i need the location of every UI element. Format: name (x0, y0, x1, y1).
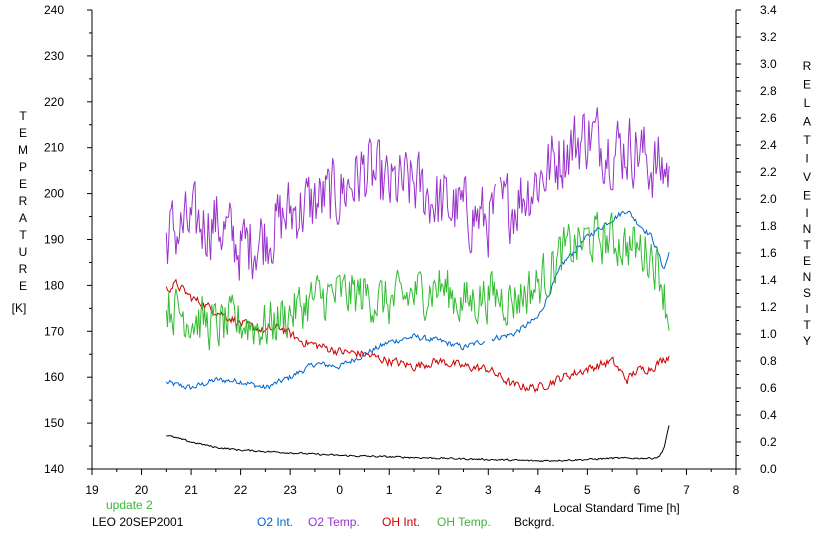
x-tick-label: 1 (386, 483, 393, 497)
left-axis-label-letter: T (19, 228, 27, 242)
series-layer (165, 107, 670, 463)
right-axis-label-letter: E (803, 78, 811, 92)
right-tick-label: 0.6 (760, 381, 777, 395)
x-tick-label: 5 (584, 483, 591, 497)
x-tick-label: 8 (733, 483, 740, 497)
right-axis-label-letter: I (805, 206, 808, 220)
legend-entry-oh-temp: OH Temp. (437, 515, 491, 529)
x-axis-label: Local Standard Time [h] (553, 501, 680, 515)
left-tick-label: 170 (44, 324, 64, 338)
right-tick-label: 1.8 (760, 219, 777, 233)
right-tick-label: 1.6 (760, 246, 777, 260)
left-tick-label: 190 (44, 233, 64, 247)
series-line-o2-temp (165, 107, 670, 281)
x-tick-label: 7 (683, 483, 690, 497)
x-tick-label: 6 (634, 483, 641, 497)
x-tick-label: 23 (283, 483, 297, 497)
left-tick-label: 200 (44, 187, 64, 201)
left-axis-label-letter: E (19, 126, 27, 140)
left-tick-label: 160 (44, 370, 64, 384)
right-axis-label-letter: S (803, 286, 811, 300)
left-tick-label: 240 (44, 3, 64, 17)
right-axis-label-letter: T (803, 133, 811, 147)
right-axis-label-letter: N (803, 222, 812, 236)
right-tick-label: 1.2 (760, 300, 777, 314)
text-layer: 1401501601701801902002102202302400.00.20… (12, 3, 812, 529)
right-axis-label-letter: Y (803, 334, 811, 348)
series-line-oh-int (165, 278, 670, 393)
right-tick-label: 2.4 (760, 138, 777, 152)
x-tick-label: 2 (435, 483, 442, 497)
right-tick-label: 0.0 (760, 462, 777, 476)
left-axis-label-letter: U (19, 245, 28, 259)
x-tick-label: 0 (336, 483, 343, 497)
x-tick-label: 22 (234, 483, 248, 497)
right-tick-label: 2.8 (760, 84, 777, 98)
left-tick-label: 220 (44, 95, 64, 109)
left-axis-label-letter: T (19, 109, 27, 123)
right-tick-label: 0.8 (760, 354, 777, 368)
right-axis-label-letter: I (805, 152, 808, 166)
left-axis-label-letter: R (19, 262, 28, 276)
right-axis-label-letter: T (803, 318, 811, 332)
legend-entry-oh-int: OH Int. (382, 515, 420, 529)
right-axis-label-letter: L (804, 96, 811, 110)
left-axis-unit: [K] (12, 301, 27, 315)
left-tick-label: 180 (44, 278, 64, 292)
legend-entry-o2-int: O2 Int. (257, 515, 293, 529)
right-tick-label: 3.4 (760, 3, 777, 17)
left-axis-label-letter: A (19, 211, 27, 225)
x-tick-label: 19 (85, 483, 99, 497)
left-axis-label-letter: M (18, 143, 28, 157)
left-tick-label: 210 (44, 141, 64, 155)
left-tick-label: 140 (44, 462, 64, 476)
series-line-o2-int (165, 210, 670, 390)
right-axis-label-letter: V (803, 170, 811, 184)
right-tick-label: 3.2 (760, 30, 777, 44)
right-axis-label-letter: I (805, 302, 808, 316)
x-tick-label: 3 (485, 483, 492, 497)
right-tick-label: 1.0 (760, 327, 777, 341)
right-axis-label-letter: E (803, 254, 811, 268)
series-line-oh-temp (165, 211, 670, 351)
axes-layer (87, 9, 741, 475)
left-tick-label: 150 (44, 416, 64, 430)
right-tick-label: 2.0 (760, 192, 777, 206)
x-tick-label: 21 (184, 483, 198, 497)
right-axis-label-letter: E (803, 189, 811, 203)
right-axis-label-letter: N (803, 270, 812, 284)
right-axis-label-letter: T (803, 238, 811, 252)
legend-entry-bckgrd: Bckgrd. (514, 515, 555, 529)
right-tick-label: 2.6 (760, 111, 777, 125)
left-tick-label: 230 (44, 49, 64, 63)
series-line-bckgrd (166, 425, 670, 463)
x-tick-label: 20 (135, 483, 149, 497)
right-tick-label: 0.4 (760, 408, 777, 422)
update-label: update 2 (106, 498, 153, 512)
right-tick-label: 3.0 (760, 57, 777, 71)
left-axis-label-letter: E (19, 177, 27, 191)
left-axis-label-letter: E (19, 279, 27, 293)
left-axis-label-letter: R (19, 194, 28, 208)
right-tick-label: 0.2 (760, 435, 777, 449)
legend-entry-o2-temp: O2 Temp. (308, 515, 360, 529)
station-date-label: LEO 20SEP2001 (92, 515, 184, 529)
right-tick-label: 2.2 (760, 165, 777, 179)
right-tick-label: 1.4 (760, 273, 777, 287)
right-axis-label-letter: R (803, 59, 812, 73)
right-axis-label-letter: A (803, 115, 811, 129)
x-tick-label: 4 (535, 483, 542, 497)
left-axis-label-letter: P (19, 160, 27, 174)
